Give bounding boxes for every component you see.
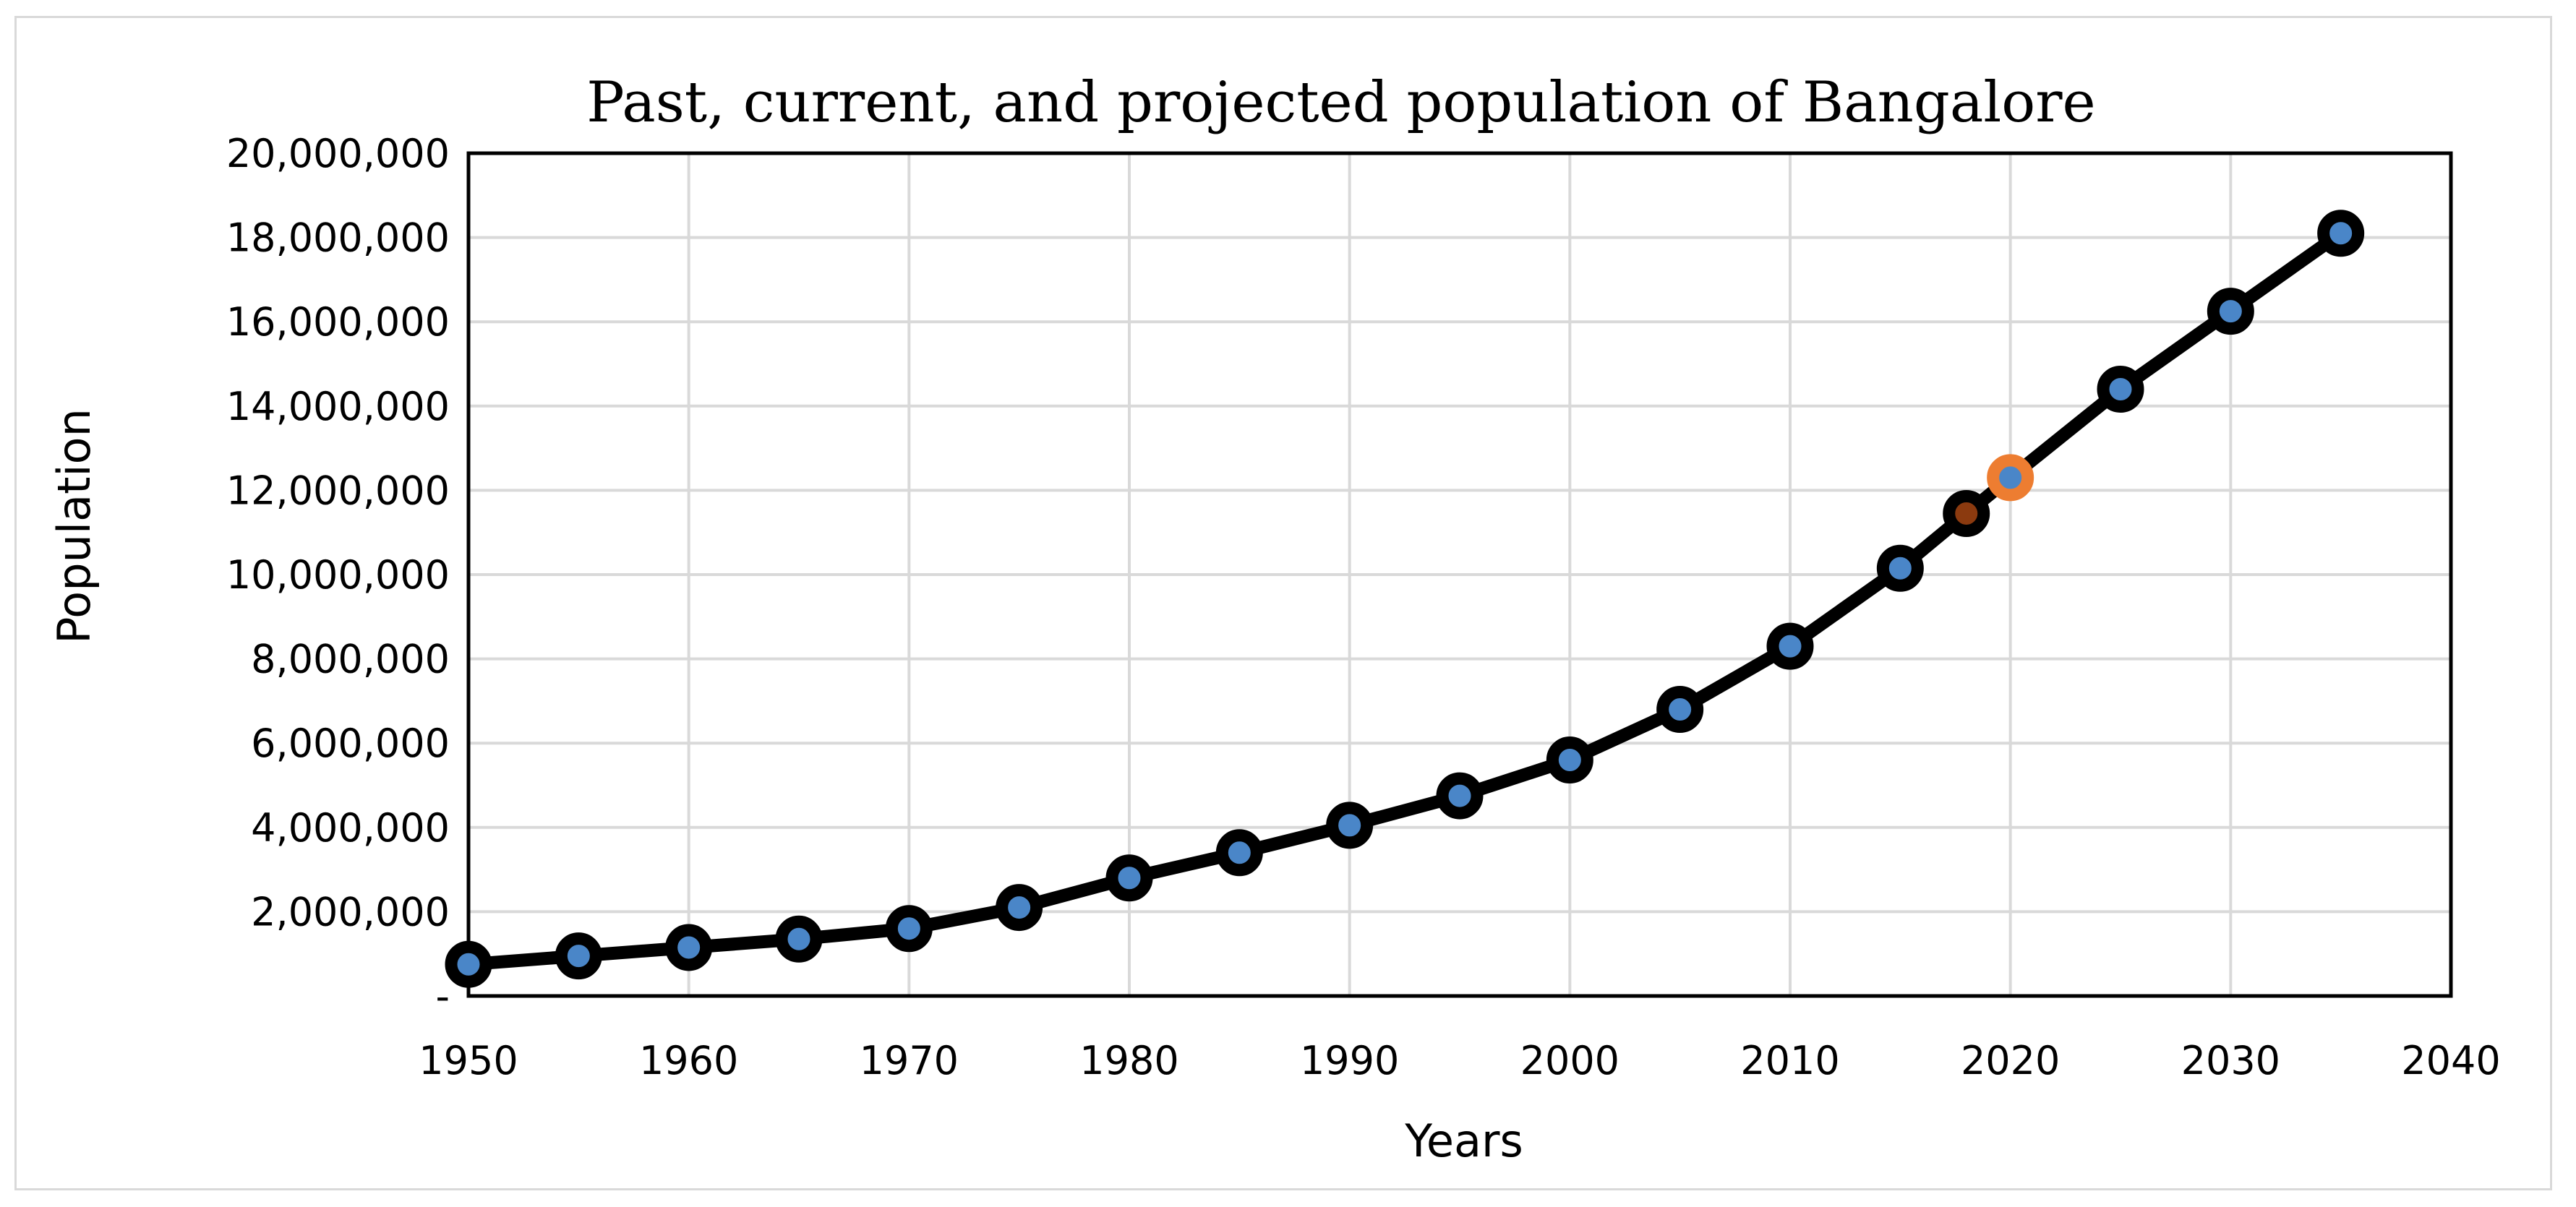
chart-title: Past, current, and projected population … [586, 70, 2095, 135]
x-tick-label: 2040 [2401, 1038, 2500, 1083]
data-point-2018 [1943, 489, 1990, 537]
data-point-2030 [2207, 288, 2254, 335]
y-tick-label: 18,000,000 [226, 215, 450, 261]
y-gridlines [468, 152, 2451, 997]
data-point-2020 [1987, 454, 2034, 502]
data-point-1975 [996, 884, 1043, 932]
data-point-1995 [1436, 772, 1484, 820]
x-tick-label: 2000 [1520, 1038, 1619, 1083]
y-tick-label: 8,000,000 [251, 637, 450, 682]
data-point-2010 [1766, 622, 1814, 670]
plot-area-border [466, 151, 2453, 998]
data-point-1970 [885, 905, 933, 953]
data-point-2015 [1876, 544, 1924, 592]
data-point-2035 [2317, 210, 2365, 257]
y-tick-label: 10,000,000 [226, 552, 450, 598]
data-point-1985 [1215, 829, 1263, 877]
y-tick-label: - [436, 974, 450, 1019]
data-point-1980 [1105, 854, 1153, 902]
data-point-1960 [665, 924, 713, 971]
data-points [445, 210, 2365, 988]
data-point-1965 [775, 915, 823, 963]
y-tick-label: 6,000,000 [251, 721, 450, 766]
y-axis-label: Population [48, 408, 100, 644]
y-tick-label: 20,000,000 [226, 131, 450, 176]
data-point-1950 [445, 940, 492, 988]
x-tick-label: 1960 [639, 1038, 738, 1083]
data-point-2025 [2097, 365, 2144, 413]
x-tick-label: 2020 [1961, 1038, 2060, 1083]
data-point-2005 [1656, 686, 1704, 734]
y-tick-label: 2,000,000 [251, 889, 450, 935]
population-series-line [462, 226, 2348, 971]
y-tick-labels: - 2,000,000 4,000,000 6,000,000 8,000,000 10,… [226, 131, 450, 1019]
x-tick-label: 1950 [419, 1038, 518, 1083]
x-tick-label: 1980 [1079, 1038, 1178, 1083]
data-point-1955 [555, 932, 602, 980]
data-point-1990 [1326, 802, 1374, 849]
x-tick-labels: 1950 1960 1970 1980 1990 2000 2010 2020 2030 2040 [419, 1038, 2500, 1083]
y-tick-label: 12,000,000 [226, 468, 450, 513]
x-tick-label: 2030 [2181, 1038, 2280, 1083]
y-tick-label: 4,000,000 [251, 805, 450, 851]
y-tick-label: 16,000,000 [226, 299, 450, 345]
x-tick-label: 2010 [1740, 1038, 1839, 1083]
data-point-2000 [1546, 736, 1593, 784]
y-tick-label: 14,000,000 [226, 384, 450, 429]
x-tick-label: 1970 [860, 1038, 959, 1083]
x-tick-label: 1990 [1300, 1038, 1399, 1083]
x-axis-label: Years [1404, 1114, 1523, 1167]
